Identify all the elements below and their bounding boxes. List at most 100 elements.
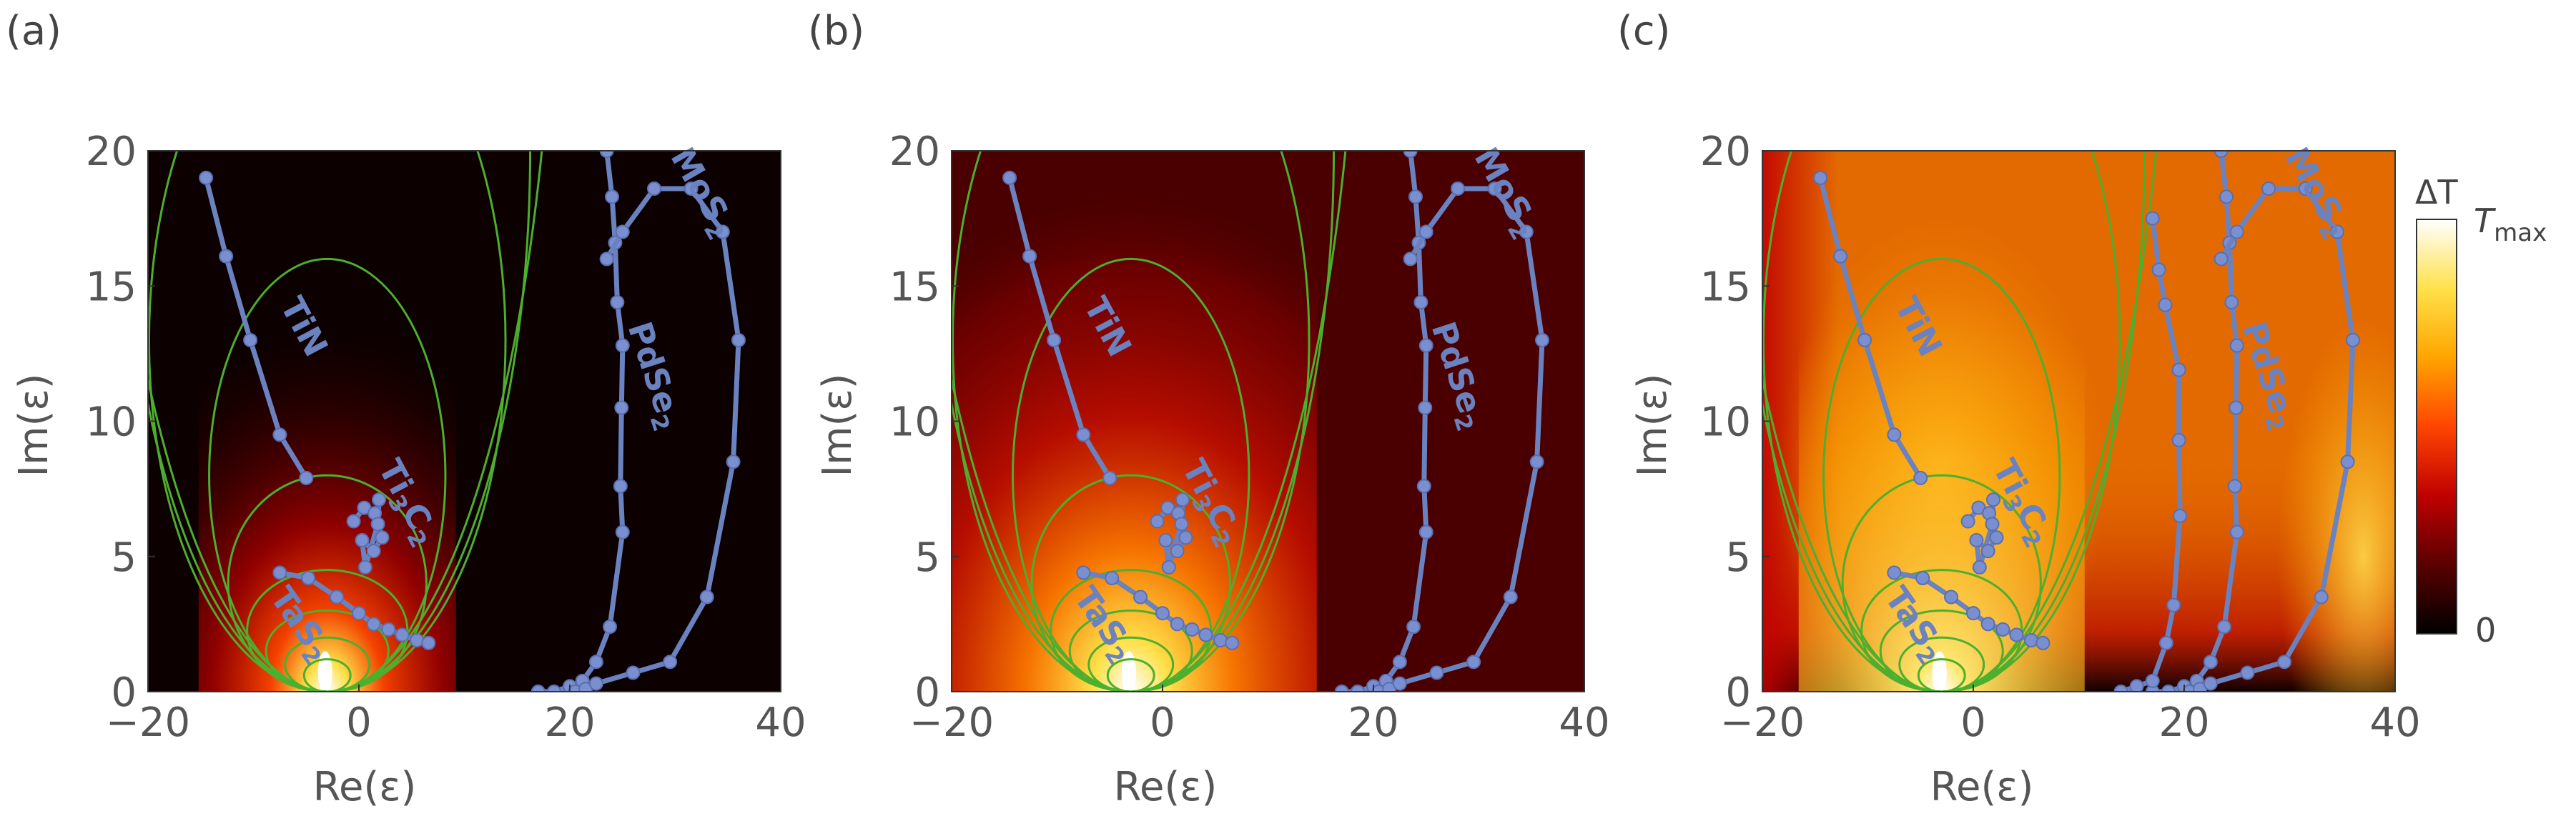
x-tick-label: 40 (2369, 700, 2420, 746)
point-tas2 (395, 627, 410, 642)
contour-line (1762, 151, 2121, 692)
point-ti3c2 (1989, 530, 2004, 545)
point-extra (2171, 362, 2186, 377)
panel-label-b: (b) (808, 8, 864, 54)
contour-line (148, 151, 507, 692)
point-mos2 (2277, 655, 2292, 670)
point-mos2 (731, 332, 746, 347)
x-tick-label: 0 (1150, 700, 1175, 746)
point-extra (2129, 679, 2144, 692)
contour-line (952, 151, 1311, 692)
colorbar-title: ΔT (2415, 173, 2458, 212)
point-tas2 (421, 635, 436, 650)
point-tin (1002, 170, 1017, 185)
point-mos2 (715, 224, 730, 239)
contour-line (1012, 257, 1250, 692)
point-mos2 (2229, 224, 2244, 239)
point-tas2 (272, 565, 287, 580)
y-tick-label: 0 (111, 670, 137, 716)
point-tin (1857, 332, 1872, 347)
point-ti3c2 (1972, 559, 1987, 574)
point-pdse2 (531, 685, 546, 692)
point-pdse2 (1350, 685, 1365, 692)
point-ti3c2 (355, 533, 370, 548)
point-mos2 (647, 181, 661, 196)
point-tas2 (330, 589, 345, 604)
heatmap-core (317, 651, 332, 695)
contour-line (284, 636, 371, 692)
point-tin (272, 427, 287, 442)
point-pdse2 (2224, 294, 2239, 309)
x-tick-label: 20 (1348, 700, 1398, 746)
point-ti3c2 (1980, 544, 1995, 559)
colorbar-max-label: Tmax (2474, 201, 2547, 247)
point-pdse2 (615, 338, 630, 353)
point-pdse2 (2214, 151, 2229, 158)
point-tin (219, 249, 234, 264)
colorbar-gradient (2416, 219, 2457, 635)
point-mos2 (1519, 224, 1534, 239)
point-ti3c2 (1174, 517, 1189, 532)
point-extra (2113, 685, 2128, 692)
point-extra (2171, 432, 2186, 447)
colorbar-max-sub: max (2494, 219, 2547, 247)
point-tas2 (2024, 633, 2039, 648)
point-pdse2 (2203, 655, 2218, 670)
point-mos2 (615, 224, 630, 239)
point-extra (2166, 597, 2181, 612)
point-tas2 (1966, 606, 1980, 621)
x-tick-label: 0 (346, 700, 372, 746)
point-mos2 (1403, 252, 1418, 267)
point-tas2 (1133, 589, 1148, 604)
point-pdse2 (1413, 294, 1428, 309)
point-tin (1022, 249, 1037, 264)
point-tas2 (1915, 571, 1930, 586)
point-ti3c2 (1150, 514, 1165, 529)
point-pdse2 (1408, 189, 1423, 204)
point-mos2 (588, 676, 603, 691)
y-tick-label: 10 (1700, 399, 1751, 446)
material-curves (1002, 151, 1549, 692)
point-mos2 (1451, 181, 1465, 196)
point-tas2 (1980, 617, 1995, 632)
y-tick-label: 15 (1700, 264, 1751, 310)
point-mos2 (2203, 676, 2218, 691)
point-mos2 (2314, 589, 2329, 604)
point-pdse2 (2227, 479, 2242, 494)
x-tick-label: −20 (106, 700, 190, 746)
y-tick-label: 0 (1725, 670, 1751, 716)
point-ti3c2 (1986, 492, 2001, 507)
y-tick-label: 20 (1700, 129, 1751, 175)
point-tas2 (1213, 633, 1228, 648)
point-pdse2 (605, 189, 619, 204)
x-axis-label-a: Re(ε) (313, 764, 417, 810)
point-mos2 (726, 454, 741, 469)
point-mos2 (699, 589, 714, 604)
point-pdse2 (1418, 338, 1433, 353)
point-pdse2 (546, 685, 561, 692)
point-ti3c2 (1170, 544, 1185, 559)
point-mos2 (2298, 181, 2313, 196)
colorbar-min-label: 0 (2475, 611, 2496, 650)
point-ti3c2 (372, 492, 387, 507)
point-extra (2145, 211, 2160, 226)
point-ti3c2 (1969, 533, 1984, 548)
point-mos2 (2240, 665, 2255, 680)
point-tas2 (1185, 622, 1200, 637)
point-pdse2 (2229, 338, 2244, 353)
point-ti3c2 (370, 517, 385, 532)
point-mos2 (568, 685, 583, 692)
point-pdse2 (615, 524, 630, 539)
point-tas2 (410, 633, 425, 648)
point-pdse2 (588, 655, 603, 670)
point-pdse2 (1392, 655, 1407, 670)
point-mos2 (1466, 655, 1481, 670)
point-mos2 (1535, 332, 1549, 347)
point-ti3c2 (1158, 533, 1173, 548)
point-extra (2145, 673, 2160, 688)
point-extra (2173, 508, 2188, 523)
colorbar-max-t: T (2474, 201, 2497, 240)
point-tas2 (352, 606, 366, 621)
